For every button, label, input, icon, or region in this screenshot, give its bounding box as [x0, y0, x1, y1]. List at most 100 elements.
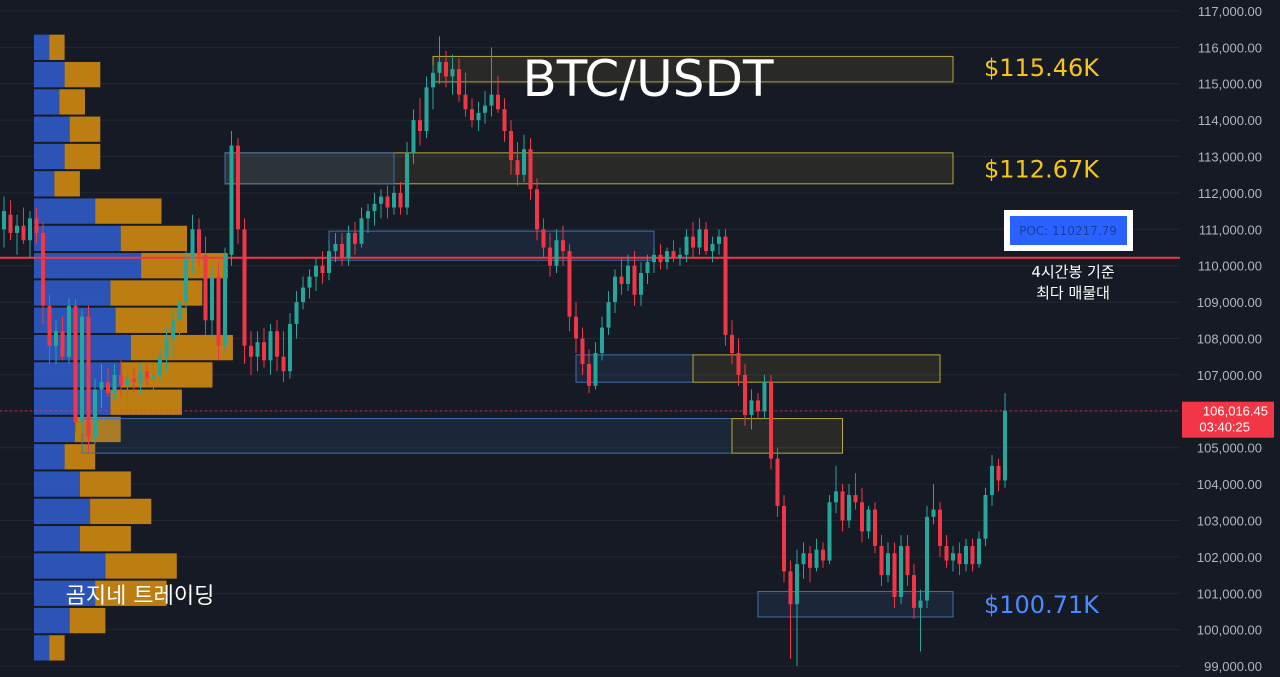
candle-body — [847, 495, 851, 521]
candle-body — [151, 374, 156, 379]
candle-body — [892, 553, 897, 597]
candle-body — [730, 334, 734, 354]
price-level-label: $100.71K — [984, 591, 1100, 619]
y-tick-label: 100,000.00 — [1197, 623, 1262, 638]
profile-sell-bar — [54, 171, 80, 197]
profile-sell-bar — [95, 198, 162, 224]
candle-body — [561, 240, 565, 252]
candle-body — [281, 356, 286, 372]
candle-body — [359, 218, 364, 244]
candle-body — [392, 192, 396, 208]
candle-body — [80, 316, 84, 423]
y-tick-label: 108,000.00 — [1197, 332, 1262, 347]
candle-body — [223, 254, 227, 346]
candle-body — [444, 61, 448, 77]
candle-body — [970, 545, 975, 565]
poc-label-box: POC: 110217.79 — [1004, 210, 1133, 251]
candle-body — [379, 196, 383, 204]
price-axis[interactable]: 99,000.00 100,000.00 101,000.00 102,000.00 1… — [1197, 4, 1262, 674]
candle-body — [177, 302, 182, 321]
profile-buy-bar — [34, 416, 75, 443]
candle-body — [21, 225, 26, 241]
y-tick-label: 105,000.00 — [1197, 441, 1262, 456]
candle-body — [229, 145, 234, 255]
profile-sell-bar — [64, 143, 101, 170]
candle-body — [840, 491, 845, 521]
y-tick-label: 104,000.00 — [1197, 477, 1262, 492]
profile-sell-bar — [120, 225, 187, 252]
profile-buy-bar — [34, 553, 106, 579]
candle-body — [262, 342, 266, 361]
candle-body — [652, 254, 656, 263]
candle-body — [470, 109, 474, 121]
candle-body — [47, 305, 52, 346]
chart-title: BTC/USDT — [522, 50, 774, 108]
candle-body — [879, 545, 884, 576]
candle-body — [457, 69, 461, 95]
candle-body — [509, 131, 513, 161]
profile-sell-bar — [79, 471, 131, 497]
candle-body — [73, 305, 78, 423]
zone-box — [731, 418, 843, 454]
candle-body — [314, 265, 318, 277]
candle-body — [483, 105, 487, 113]
candle-body — [567, 251, 572, 317]
candle-body — [353, 232, 357, 244]
candle-body — [684, 236, 689, 255]
candle-body — [2, 211, 6, 230]
candle-body — [723, 236, 728, 335]
candle-body — [762, 382, 767, 412]
y-tick-label: 109,000.00 — [1197, 295, 1262, 310]
y-tick-label: 102,000.00 — [1197, 550, 1262, 565]
profile-buy-bar — [34, 89, 60, 115]
profile-sell-bar — [59, 89, 85, 115]
candle-body — [197, 229, 201, 255]
zone-box — [757, 590, 954, 618]
candle-body — [60, 331, 65, 357]
candle-body — [574, 316, 578, 339]
profile-buy-bar — [34, 635, 50, 661]
candle-body — [983, 495, 988, 539]
profile-sell-bar — [105, 553, 177, 579]
profile-buy-bar — [34, 171, 55, 197]
candle-body — [54, 331, 58, 346]
candle-body — [899, 545, 903, 597]
profile-sell-bar — [69, 607, 106, 634]
candle-body — [639, 272, 643, 295]
candle-body — [437, 61, 442, 73]
candle-body — [41, 232, 45, 306]
candle-body — [795, 564, 799, 605]
candle-body — [528, 149, 533, 190]
candle-body — [736, 353, 741, 375]
candle-body — [691, 236, 695, 248]
candle-body — [502, 109, 507, 132]
candle-body — [600, 327, 604, 354]
candle-body — [489, 94, 494, 106]
candle-body — [171, 320, 175, 339]
candle-body — [964, 545, 968, 565]
candle-body — [554, 240, 559, 266]
profile-buy-bar — [34, 607, 70, 634]
candle-body — [496, 94, 500, 110]
candle-body — [307, 276, 312, 288]
candle-body — [990, 465, 994, 496]
profile-buy-bar — [34, 34, 50, 60]
zone-box — [328, 230, 655, 261]
candle-body — [619, 276, 624, 284]
candle-body — [346, 232, 351, 259]
candle-body — [106, 382, 110, 394]
candle-body — [951, 553, 955, 561]
candle-body — [925, 516, 929, 601]
profile-buy-bar — [34, 498, 91, 525]
candle-body — [34, 218, 39, 233]
candle-body — [145, 371, 149, 379]
candle-body — [710, 243, 715, 252]
candle-body — [1003, 410, 1007, 481]
candle-body — [918, 600, 923, 608]
candle-body — [678, 254, 682, 259]
price-level-label: $115.46K — [984, 54, 1100, 82]
price-level-labels: $115.46K $112.67K $100.71K — [984, 54, 1100, 619]
profile-sell-bar — [49, 635, 65, 661]
candle-body — [184, 258, 188, 303]
